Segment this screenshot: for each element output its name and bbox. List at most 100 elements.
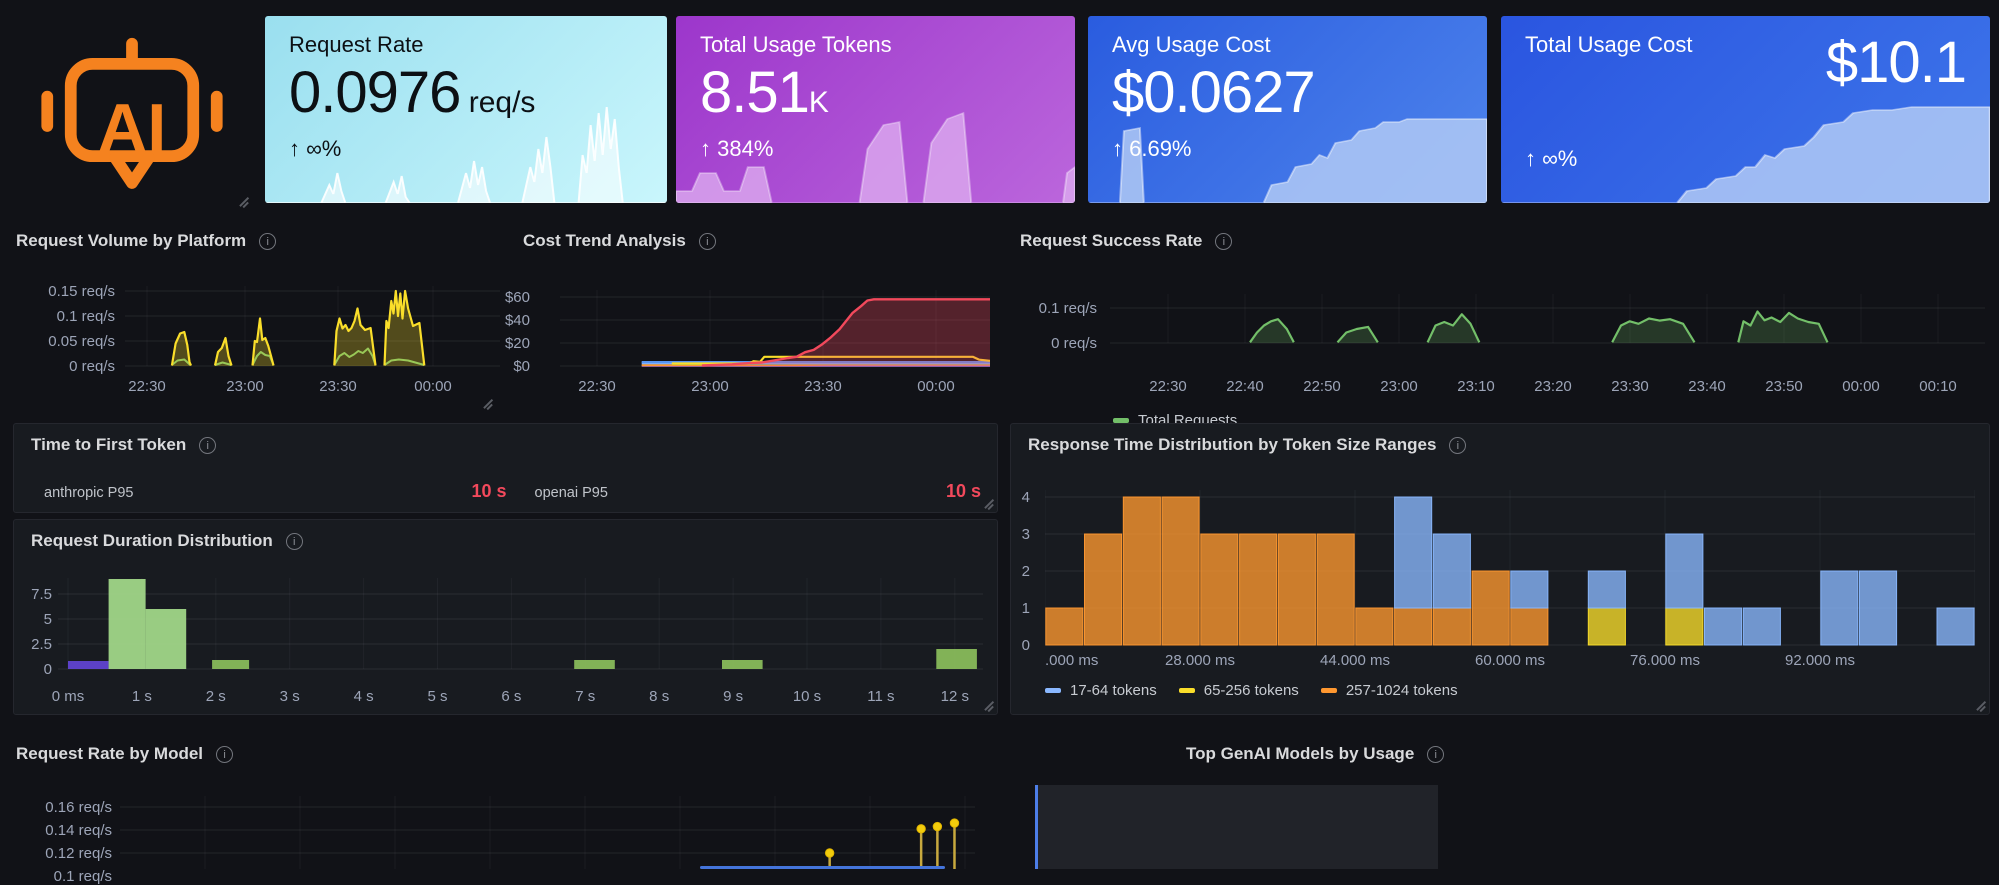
x-tick-label: 28.000 ms <box>1164 652 1236 669</box>
x-tick-label: 44.000 ms <box>1319 652 1391 669</box>
y-tick-label: $60 <box>504 289 530 306</box>
x-tick-label: 23:40 <box>1688 378 1726 395</box>
y-tick-label: 0.15 req/s <box>48 283 115 300</box>
stat-title: Total Usage Cost <box>1525 32 1693 57</box>
legend-label: 257-1024 tokens <box>1345 682 1458 699</box>
x-tick-label: 22:30 <box>1149 378 1187 395</box>
info-icon[interactable]: i <box>1215 232 1233 250</box>
x-tick-label: 6 s <box>501 688 522 705</box>
panel-title-text: Request Volume by Platform <box>16 231 247 250</box>
info-icon[interactable]: i <box>216 745 234 763</box>
y-tick-label: 2.5 <box>31 636 52 653</box>
panel-title-ttft[interactable]: Time to First Token i <box>31 434 217 456</box>
x-tick-label: 23:00 <box>691 378 729 395</box>
stat-panel-total-cost: Total Usage Cost $10.1 ↑ ∞% <box>1501 16 1990 203</box>
x-tick-label: 3 s <box>279 688 300 705</box>
x-tick-label: 23:50 <box>1765 378 1803 395</box>
panel-title-model-rate[interactable]: Request Rate by Model i <box>16 743 234 765</box>
x-tick-label: 12 s <box>940 688 969 705</box>
x-tick-label: 22:40 <box>1226 378 1264 395</box>
panel-title-response-time[interactable]: Response Time Distribution by Token Size… <box>1028 434 1467 456</box>
x-tick-label: .000 ms <box>1045 652 1099 669</box>
legend-item[interactable]: 65-256 tokens <box>1178 682 1299 699</box>
y-tick-label: 0.1 req/s <box>56 308 115 325</box>
panel-title-text: Response Time Distribution by Token Size… <box>1028 435 1437 454</box>
panel-title-top-models[interactable]: Top GenAI Models by Usage i <box>1186 743 1445 765</box>
resize-handle[interactable] <box>1975 700 1986 711</box>
x-tick-label: 9 s <box>723 688 744 705</box>
svg-text:AI: AI <box>98 90 167 167</box>
y-tick-label: $20 <box>504 335 530 352</box>
x-tick-label: 00:00 <box>917 378 955 395</box>
panel-title-text: Cost Trend Analysis <box>523 231 686 250</box>
y-tick-label: 1 <box>1021 600 1030 617</box>
stat-panel-avg-cost: Avg Usage Cost $0.0627 ↑ 6.69% <box>1088 16 1487 203</box>
panel-title-text: Request Duration Distribution <box>31 531 273 550</box>
chart-cost-trend <box>560 290 990 367</box>
legend-item[interactable]: 17-64 tokens <box>1045 682 1157 699</box>
x-tick-label: 23:00 <box>1380 378 1418 395</box>
chart-success-rate <box>1110 294 1985 344</box>
x-tick-label: 1 s <box>131 688 152 705</box>
chart-response-time <box>1045 490 1975 646</box>
stat-delta: ↑ ∞% <box>1525 146 1578 171</box>
y-tick-label: $40 <box>504 312 530 329</box>
y-tick-label: 2 <box>1021 563 1030 580</box>
stat-delta: ↑ 384% <box>700 136 774 161</box>
resize-handle[interactable] <box>983 700 994 711</box>
resize-handle[interactable] <box>238 196 249 207</box>
stat-sparkline <box>265 106 667 203</box>
ttft-metric-label: anthropic P95 <box>44 485 134 501</box>
panel-title-duration[interactable]: Request Duration Distribution i <box>31 530 303 552</box>
top-models-bar <box>1035 785 1438 869</box>
ttft-metric-value: 10 s <box>945 481 981 501</box>
y-tick-label: 0 <box>43 661 52 678</box>
x-tick-label: 23:10 <box>1457 378 1495 395</box>
y-tick-label: 5 <box>43 611 52 628</box>
y-tick-label: 0.14 req/s <box>45 822 112 839</box>
stat-panel-request-rate: Request Rate 0.0976 req/s ↑ ∞% <box>265 16 667 203</box>
x-tick-label: 23:30 <box>1611 378 1649 395</box>
stat-value: 0.0976 req/s <box>289 60 536 125</box>
info-icon[interactable]: i <box>199 436 217 454</box>
x-tick-label: 4 s <box>353 688 374 705</box>
x-tick-label: 23:30 <box>804 378 842 395</box>
info-icon[interactable]: i <box>1427 745 1445 763</box>
stat-delta: ↑ 6.69% <box>1112 136 1192 161</box>
resize-handle[interactable] <box>482 398 493 409</box>
x-tick-label: 23:20 <box>1534 378 1572 395</box>
x-tick-label: 00:00 <box>414 378 452 395</box>
legend-color-dash <box>1320 688 1337 693</box>
x-tick-label: 23:30 <box>319 378 357 395</box>
info-icon[interactable]: i <box>1449 436 1467 454</box>
ttft-metric-value: 10 s <box>471 481 507 501</box>
cutoff-blue-bar <box>700 866 945 869</box>
stat-title: Request Rate <box>289 32 424 57</box>
y-tick-label: 0 req/s <box>1051 335 1097 352</box>
y-tick-label: 3 <box>1021 526 1030 543</box>
x-tick-label: 60.000 ms <box>1474 652 1546 669</box>
panel-title-cost-trend[interactable]: Cost Trend Analysis i <box>523 230 716 252</box>
panel-title-text: Request Success Rate <box>1020 231 1203 250</box>
panel-title-success-rate[interactable]: Request Success Rate i <box>1020 230 1233 252</box>
legend-color-dash <box>1045 688 1061 693</box>
stat-delta: ↑ ∞% <box>289 136 342 161</box>
x-tick-label: 0 ms <box>51 688 85 705</box>
y-tick-label: 4 <box>1021 489 1030 506</box>
chart-model-rate <box>120 796 975 869</box>
x-tick-label: 7 s <box>575 688 596 705</box>
info-icon[interactable]: i <box>698 232 716 250</box>
stat-sparkline <box>1501 106 1990 203</box>
stat-value: $0.0627 <box>1112 60 1316 125</box>
stat-value: $10.1 <box>1825 30 1967 95</box>
info-icon[interactable]: i <box>285 532 303 550</box>
resize-handle[interactable] <box>983 498 994 509</box>
legend-color-dash <box>1113 418 1129 423</box>
y-tick-label: 0 req/s <box>69 358 115 375</box>
x-tick-label: 5 s <box>427 688 448 705</box>
panel-title-request-volume[interactable]: Request Volume by Platform i <box>16 230 277 252</box>
ttft-metric-label: openai P95 <box>534 485 608 501</box>
info-icon[interactable]: i <box>259 232 277 250</box>
legend-response-time: 17-64 tokens 65-256 tokens 257-1024 tokens <box>1045 682 1458 699</box>
legend-item[interactable]: 257-1024 tokens <box>1320 682 1458 699</box>
